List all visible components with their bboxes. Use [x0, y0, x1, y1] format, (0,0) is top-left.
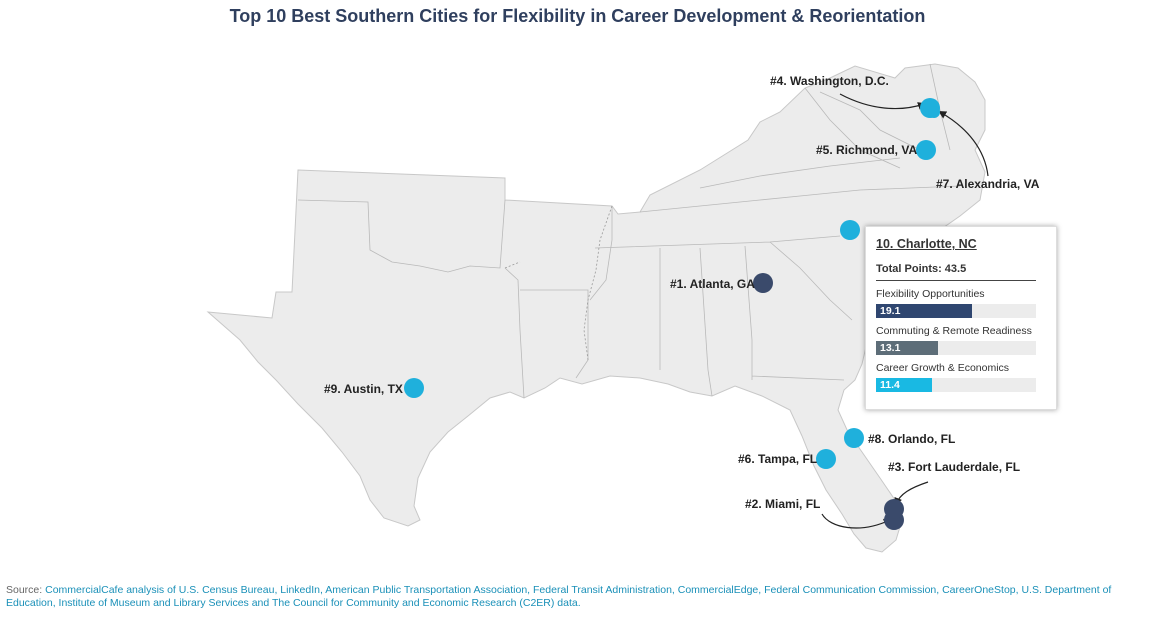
- orlando-marker[interactable]: [844, 428, 864, 448]
- metric-label: Commuting & Remote Readiness: [876, 325, 1032, 337]
- richmond-label: #5. Richmond, VA: [816, 143, 918, 157]
- richmond-marker[interactable]: [916, 140, 936, 160]
- miami-label: #2. Miami, FL: [745, 497, 821, 511]
- alexandria-marker[interactable]: [928, 106, 940, 118]
- metric-track: 11.4: [876, 378, 1036, 392]
- tooltip-total: Total Points: 43.5: [876, 263, 966, 275]
- metric-value: 19.1: [880, 305, 901, 317]
- tampa-label: #6. Tampa, FL: [738, 452, 818, 466]
- orlando-label: #8. Orlando, FL: [868, 432, 956, 446]
- metric-label: Flexibility Opportunities: [876, 288, 985, 300]
- south-landmass: [206, 63, 986, 553]
- washington-label: #4. Washington, D.C.: [770, 74, 889, 88]
- metric-bar: 19.1: [876, 304, 972, 318]
- washington-arrow: [839, 93, 926, 110]
- tooltip-total-value: 43.5: [944, 263, 967, 275]
- river-border: [504, 205, 613, 361]
- fort-lauderdale-label: #3. Fort Lauderdale, FL: [888, 460, 1021, 474]
- metric-career: Career Growth & Economics 11.4: [876, 362, 1036, 392]
- metric-commuting: Commuting & Remote Readiness 13.1: [876, 325, 1036, 355]
- source-prefix: Source:: [6, 584, 46, 596]
- metric-track: 19.1: [876, 304, 1036, 318]
- metric-value: 11.4: [880, 379, 900, 391]
- austin-label: #9. Austin, TX: [324, 382, 403, 396]
- fort-lauderdale-arrow: [894, 481, 929, 506]
- fort-lauderdale-marker[interactable]: [884, 499, 904, 519]
- metric-label: Career Growth & Economics: [876, 362, 1010, 374]
- atlanta-marker[interactable]: [753, 273, 773, 293]
- tooltip-title: 10. Charlotte, NC: [876, 237, 977, 251]
- source-note: Source: CommercialCafe analysis of U.S. …: [6, 584, 1151, 610]
- austin-marker[interactable]: [404, 378, 424, 398]
- tooltip-divider: [876, 280, 1036, 281]
- tampa-marker[interactable]: [816, 449, 836, 469]
- alexandria-arrow: [938, 111, 989, 177]
- tooltip-total-label: Total Points:: [876, 263, 942, 275]
- metric-value: 13.1: [880, 342, 901, 354]
- state-borders: [297, 63, 961, 399]
- metric-track: 13.1: [876, 341, 1036, 355]
- miami-arrow: [821, 513, 892, 529]
- metric-flexibility: Flexibility Opportunities 19.1: [876, 288, 1036, 318]
- metric-bar: 13.1: [876, 341, 939, 355]
- map-title: Top 10 Best Southern Cities for Flexibil…: [229, 6, 926, 26]
- metric-bar: 11.4: [876, 378, 932, 392]
- atlanta-label: #1. Atlanta, GA: [670, 277, 755, 291]
- charlotte-marker[interactable]: [840, 220, 860, 240]
- city-tooltip: 10. Charlotte, NC Total Points: 43.5 Flex…: [865, 226, 1057, 410]
- alexandria-label: #7. Alexandria, VA: [936, 177, 1040, 191]
- source-text[interactable]: CommercialCafe analysis of U.S. Census B…: [6, 584, 1112, 609]
